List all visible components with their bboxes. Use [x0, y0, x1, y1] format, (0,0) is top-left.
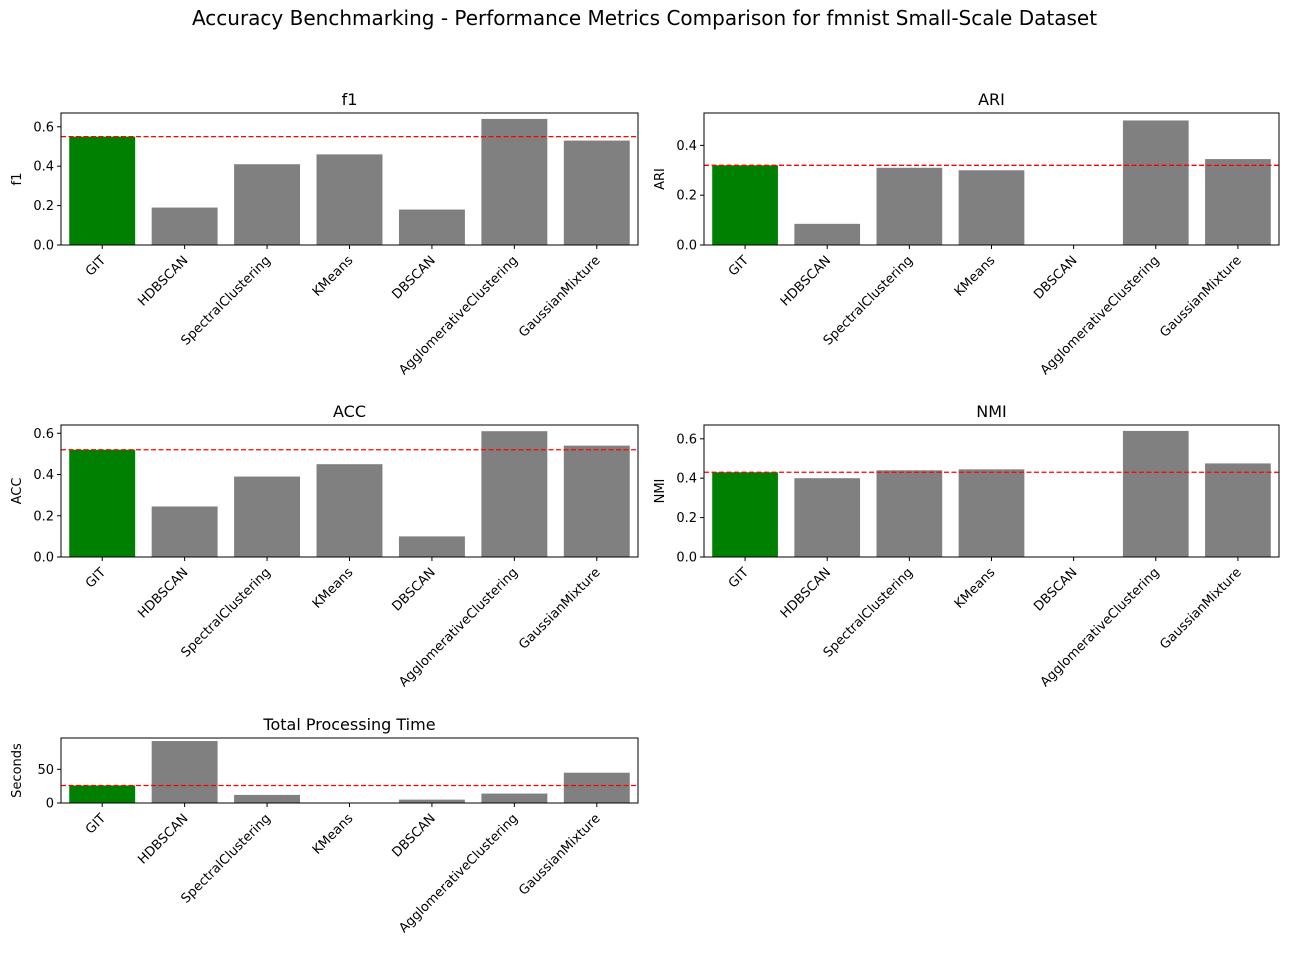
y-axis-label: Seconds [10, 743, 25, 798]
panel-title: Total Processing Time [262, 715, 435, 734]
bar-agglomerativeclustering [481, 793, 548, 803]
bar-git [712, 165, 778, 245]
y-tick-label: 0.4 [33, 160, 54, 175]
x-tick-label-gaussianmixture: GaussianMixture [516, 253, 603, 340]
y-tick-label: 0.0 [676, 551, 697, 566]
y-tick-label: 0.2 [33, 199, 54, 214]
bar-agglomerativeclustering [481, 431, 548, 557]
y-tick-label: 0.2 [676, 511, 697, 526]
y-tick-label: 0.0 [33, 239, 54, 254]
bar-spectralclustering [876, 167, 943, 245]
bar-gaussianmixture [563, 445, 630, 558]
bar-gaussianmixture [1205, 463, 1271, 557]
x-tick-label-gaussianmixture: GaussianMixture [1157, 565, 1244, 652]
bar-kmeans [958, 469, 1025, 557]
x-tick-label-spectralclustering: SpectralClustering [178, 253, 273, 348]
bar-spectralclustering [234, 794, 301, 803]
bar-dbscan [398, 536, 465, 558]
bar-dbscan [398, 209, 465, 245]
bar-git [69, 785, 136, 803]
y-tick-label: 0.4 [33, 468, 54, 483]
x-tick-label-dbscan: DBSCAN [390, 811, 439, 860]
bar-hdbscan [794, 478, 861, 557]
bar-agglomerativeclustering [1122, 120, 1189, 245]
x-tick-label-hdbscan: HDBSCAN [135, 253, 191, 309]
panel-title: NMI [976, 402, 1007, 421]
x-tick-label-spectralclustering: SpectralClustering [821, 253, 916, 348]
x-tick-label-git: GIT [83, 253, 109, 279]
x-tick-label-git: GIT [726, 253, 752, 279]
x-tick-label-hdbscan: HDBSCAN [135, 811, 191, 867]
bar-dbscan [398, 799, 465, 803]
x-tick-label-kmeans: KMeans [310, 565, 357, 612]
y-tick-label: 0 [46, 797, 54, 812]
x-tick-label-kmeans: KMeans [310, 811, 357, 858]
bar-gaussianmixture [563, 772, 630, 803]
x-tick-label-git: GIT [83, 811, 109, 837]
x-tick-label-kmeans: KMeans [310, 253, 357, 300]
y-tick-label: 0.6 [676, 432, 697, 447]
bar-spectralclustering [876, 470, 943, 557]
x-tick-label-gaussianmixture: GaussianMixture [1157, 253, 1244, 340]
bar-kmeans [958, 170, 1025, 245]
axes-frame [60, 737, 639, 804]
x-tick-label-dbscan: DBSCAN [1031, 565, 1080, 614]
chart-panel-4: 0.0 0.2 0.4 0.6 GIT HDBSCANSpectralClustering… [653, 402, 1280, 690]
x-tick-label-hdbscan: HDBSCAN [778, 565, 834, 621]
bar-agglomerativeclustering [1122, 430, 1189, 557]
y-tick-label: 0.2 [33, 509, 54, 524]
bar-git [69, 449, 136, 557]
x-tick-label-kmeans: KMeans [952, 565, 999, 612]
x-tick-label-gaussianmixture: GaussianMixture [516, 811, 603, 898]
x-tick-label-spectralclustering: SpectralClustering [178, 565, 273, 660]
y-tick-label: 0.2 [676, 189, 697, 204]
y-axis-label: f1 [10, 173, 25, 186]
x-tick-label-hdbscan: HDBSCAN [778, 253, 834, 309]
bar-git [712, 472, 778, 557]
y-axis-label: ARI [653, 168, 668, 190]
bar-hdbscan [794, 223, 861, 245]
bar-agglomerativeclustering [481, 118, 548, 245]
y-tick-label: 0.0 [33, 551, 54, 566]
x-tick-label-hdbscan: HDBSCAN [135, 565, 191, 621]
bar-hdbscan [151, 741, 218, 803]
bar-gaussianmixture [1205, 159, 1271, 245]
bar-spectralclustering [234, 476, 301, 557]
bar-hdbscan [151, 207, 218, 245]
x-tick-label-dbscan: DBSCAN [1031, 253, 1080, 302]
bar-hdbscan [151, 506, 218, 557]
panel-title: ARI [978, 90, 1005, 109]
y-axis-label: ACC [10, 478, 25, 505]
x-tick-label-git: GIT [726, 565, 752, 591]
y-axis-label: NMI [653, 479, 668, 504]
x-tick-label-kmeans: KMeans [952, 253, 999, 300]
x-tick-label-spectralclustering: SpectralClustering [178, 811, 273, 906]
chart-panel-1: 0.0 0.2 0.4 0.6 GIT HDBSCANSpectralClustering… [10, 90, 639, 378]
bar-spectralclustering [234, 164, 301, 245]
y-tick-label: 0.4 [676, 139, 697, 154]
chart-panel-3: 0.0 0.2 0.4 0.6 GIT HDBSCANSpectralClustering… [10, 402, 639, 690]
y-tick-label: 0.6 [33, 427, 54, 442]
bar-kmeans [316, 154, 383, 245]
panel-title: f1 [342, 90, 358, 109]
y-tick-label: 0.6 [33, 120, 54, 135]
figure-title: Accuracy Benchmarking - Performance Metr… [191, 6, 1098, 30]
x-tick-label-dbscan: DBSCAN [390, 565, 439, 614]
bar-git [69, 136, 136, 245]
y-tick-label: 0.4 [676, 472, 697, 487]
y-tick-label: 0.0 [676, 239, 697, 254]
bar-gaussianmixture [563, 140, 630, 245]
bar-kmeans [316, 464, 383, 557]
x-tick-label-git: GIT [83, 565, 109, 591]
x-tick-label-spectralclustering: SpectralClustering [821, 565, 916, 660]
y-tick-label: 50 [37, 763, 54, 778]
x-tick-label-dbscan: DBSCAN [390, 253, 439, 302]
x-tick-label-gaussianmixture: GaussianMixture [516, 565, 603, 652]
panel-title: ACC [333, 402, 366, 421]
